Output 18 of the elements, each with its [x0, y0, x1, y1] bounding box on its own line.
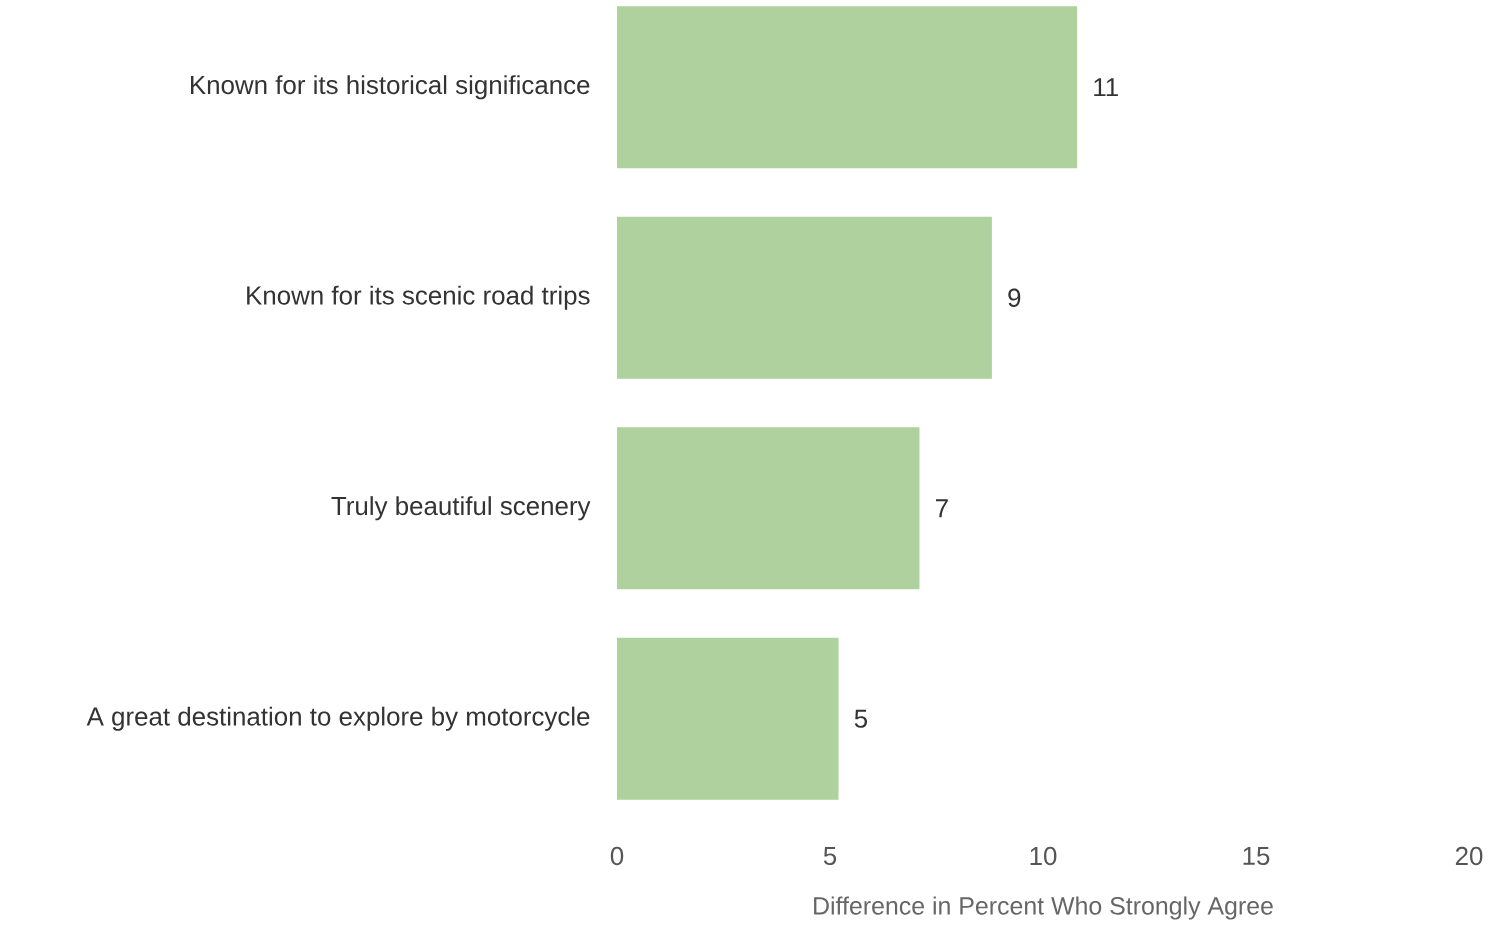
- y-tick-label: A great destination to explore by motorcycle: [86, 706, 590, 731]
- y-tick-label: Known for its historical significance: [191, 75, 590, 100]
- y-tick-label: Known for its scenic road trips: [247, 285, 590, 310]
- x-tick-label: 10: [1030, 846, 1057, 866]
- y-tick-label: Truly beautiful scenery: [331, 496, 591, 521]
- data-label: 11: [1094, 78, 1118, 97]
- bar: [617, 637, 839, 800]
- bar: [617, 216, 992, 379]
- bar: [617, 427, 920, 590]
- x-tick-label: 20: [1455, 846, 1483, 866]
- data-label: 9: [1008, 288, 1021, 307]
- x-tick-label: 0: [610, 846, 624, 866]
- x-tick-label: 5: [823, 846, 837, 866]
- x-tick-label: 15: [1243, 846, 1270, 866]
- x-axis-title: Difference in Percent Who Strongly Agree: [814, 896, 1273, 920]
- data-label: 5: [854, 709, 868, 728]
- bar: [617, 6, 1078, 169]
- data-label: 7: [935, 499, 948, 518]
